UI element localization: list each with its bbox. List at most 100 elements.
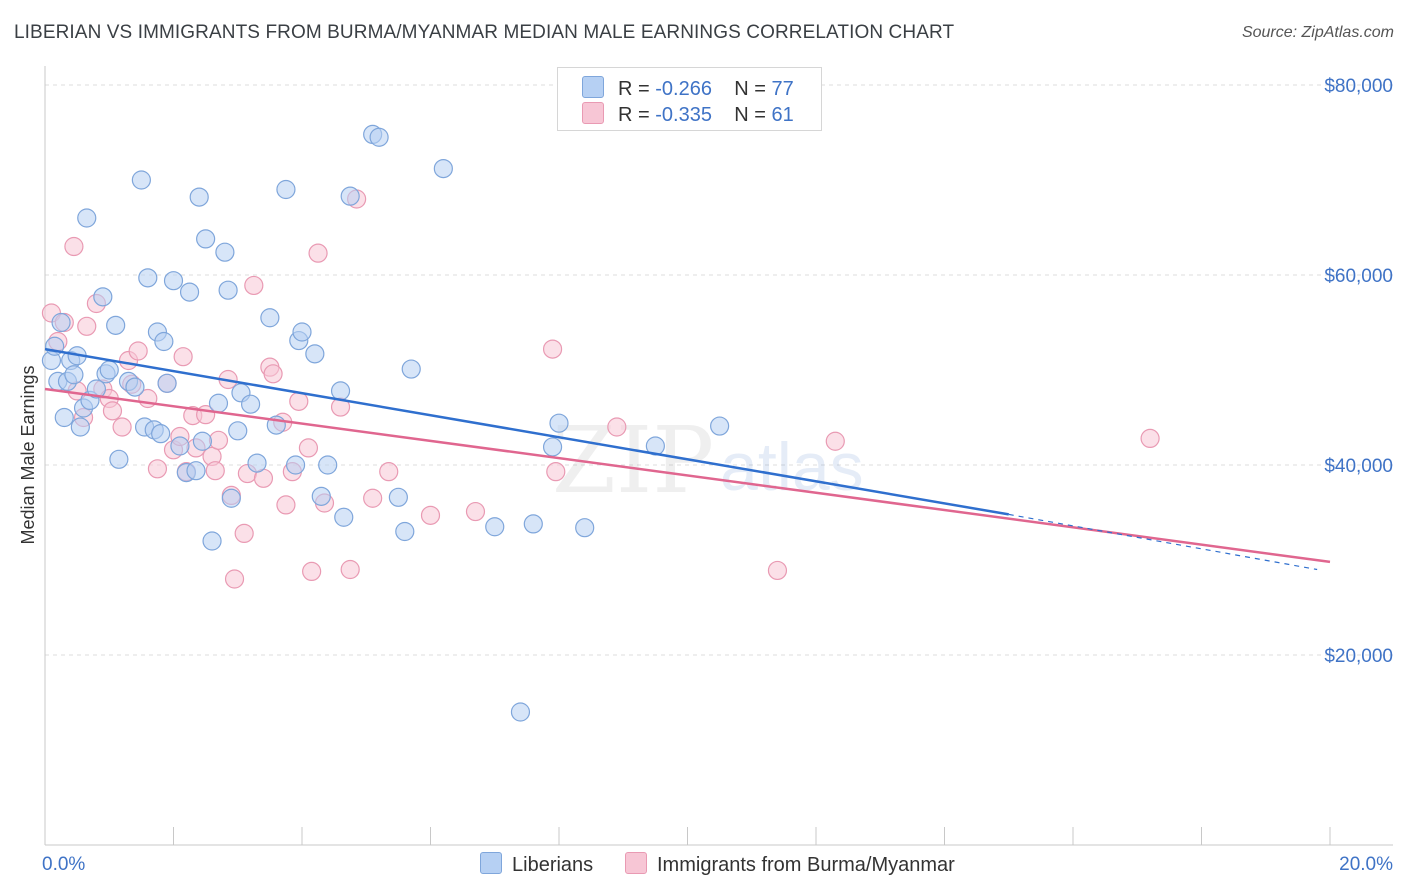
liberian-point [241,394,261,414]
liberian-point [710,416,730,436]
legend-swatch-blue [582,76,604,98]
liberian-point [125,377,145,397]
liberian-point [542,437,563,457]
legend-r-value: -0.335 [655,104,712,126]
burma-point [173,347,193,367]
grid-lines [45,84,1393,656]
burma-point [340,559,360,580]
legend-n-value: 77 [771,78,794,100]
burma-point [379,462,399,482]
burma-point [420,505,441,525]
liberian-point [276,179,296,200]
liberian-point [340,186,360,206]
y-tick-label: $40,000 [1324,456,1393,477]
bottom-legend-burma: Immigrants from Burma/Myanmar [625,852,955,877]
bottom-legend-swatch-pink [625,852,647,874]
liberian-point [99,360,119,380]
burma-point [825,431,845,451]
liberian-point [318,455,338,475]
burma-point [102,401,123,421]
liberian-point [575,518,595,538]
burma-point [465,501,486,522]
burma-point [208,430,229,450]
liberian-point [138,268,158,288]
liberian-point [221,488,241,508]
burma-point [767,560,788,581]
y-axis-title: Median Male Earnings [18,365,38,544]
liberian-point [334,507,354,527]
y-tick-label: $80,000 [1324,76,1393,97]
liberian-points [41,124,730,722]
liberian-point [51,312,71,333]
burma-point [363,488,383,508]
liberian-point [109,449,129,469]
liberian-point [77,208,97,228]
burma-points [41,189,1160,589]
legend-r-value: -0.266 [655,78,712,100]
liberian-point [285,455,306,475]
liberian-point [64,365,84,385]
y-tick-labels: $20,000 $40,000 $60,000 $80,000 [1324,76,1393,667]
x-tick-label-min: 0.0% [42,854,85,875]
liberian-point [86,379,107,399]
source-label: Source: ZipAtlas.com [1241,24,1394,41]
liberian-trend-extension [1008,513,1318,571]
burma-point [234,523,254,544]
burma-point [147,459,168,479]
watermark: ZIP atlas [552,407,864,514]
liberian-point [196,229,216,249]
burma-trend-line [44,387,1331,564]
x-tick-label-max: 20.0% [1339,854,1393,875]
legend-n-label: N = [734,104,766,126]
liberian-point [215,242,235,262]
liberian-point [218,280,238,300]
burma-point [263,364,283,384]
axes [44,66,1393,846]
burma-point [128,341,148,361]
burma-point [302,561,322,582]
liberian-trend-line [44,347,1009,516]
burma-point [298,438,319,458]
liberian-point [485,517,505,537]
liberian-point [549,413,569,433]
liberian-point [179,282,200,302]
trend-lines [44,347,1331,571]
legend-row-liberians: R = -0.266 N = 77 [582,76,794,100]
legend-swatch-pink [582,102,604,124]
liberian-point [247,453,267,473]
liberian-point [157,373,177,393]
liberian-point [510,702,531,722]
bottom-legend-swatch-blue [480,852,502,874]
liberian-point [202,531,222,551]
liberian-point [170,436,190,456]
burma-point [1140,428,1160,448]
burma-point [224,569,245,589]
liberian-point [70,417,90,437]
burma-point [77,316,97,336]
legend-n-label: N = [734,78,766,100]
chart-title: LIBERIAN VS IMMIGRANTS FROM BURMA/MYANMA… [14,22,955,43]
liberian-point [401,359,421,379]
burma-point [542,339,563,359]
y-tick-label: $20,000 [1324,646,1393,667]
burma-point [244,275,264,296]
liberian-point [228,421,248,441]
burma-point [112,417,132,437]
legend-r-label: R = [618,78,650,100]
burma-point [289,391,309,411]
liberian-point [93,287,113,307]
liberian-point [189,187,209,207]
liberian-point [395,521,415,542]
liberian-point [369,127,389,147]
y-tick-label: $60,000 [1324,266,1393,287]
liberian-point [388,487,408,507]
legend-n-value: 61 [771,104,794,126]
liberian-point [292,322,312,342]
legend-r-label: R = [618,104,650,126]
liberian-point [260,308,280,328]
burma-point [276,495,296,515]
liberian-point [305,344,325,364]
liberian-point [131,170,151,190]
liberian-point [330,381,351,401]
